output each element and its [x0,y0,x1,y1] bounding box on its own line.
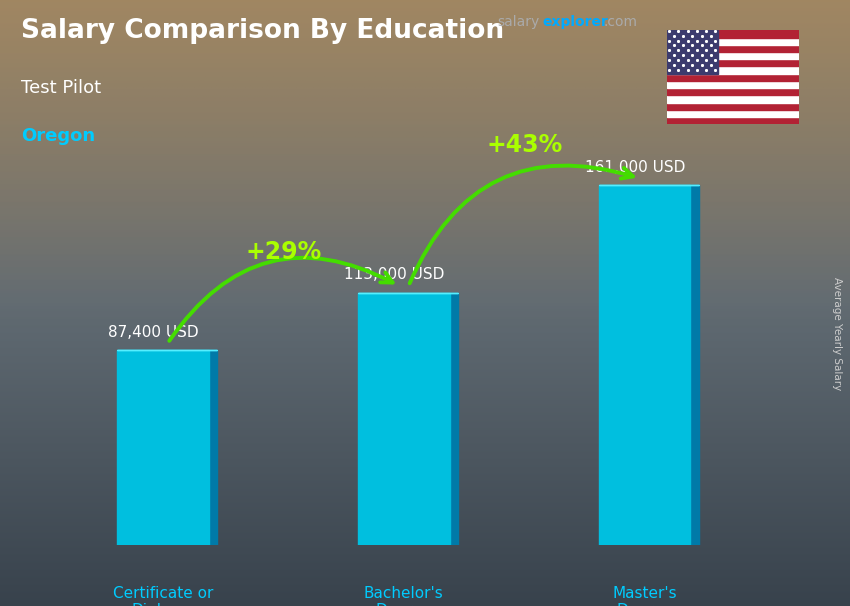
Polygon shape [690,185,699,545]
Bar [667,81,799,88]
Bar [667,67,799,74]
Text: +29%: +29% [245,241,321,264]
Bar [667,30,799,38]
Bar [667,110,799,117]
Text: salary: salary [497,15,540,29]
Bar [667,52,799,59]
Bar [667,88,799,95]
Polygon shape [598,185,690,545]
Text: .com: .com [604,15,638,29]
Polygon shape [208,350,217,545]
Text: Certificate or
Diploma: Certificate or Diploma [113,585,213,606]
Text: Master's
Degree: Master's Degree [612,585,677,606]
Bar [667,38,799,45]
Bar [667,74,799,81]
Text: 87,400 USD: 87,400 USD [109,325,199,340]
Polygon shape [358,293,450,545]
Text: Test Pilot: Test Pilot [21,79,101,97]
Text: Oregon: Oregon [21,127,95,145]
Text: Salary Comparison By Education: Salary Comparison By Education [21,18,504,44]
Text: Bachelor's
Degree: Bachelor's Degree [364,585,444,606]
Text: +43%: +43% [486,133,563,157]
Polygon shape [450,293,458,545]
Text: Average Yearly Salary: Average Yearly Salary [832,277,842,390]
Text: 161,000 USD: 161,000 USD [586,160,686,175]
Bar [667,45,799,52]
Bar [667,30,718,74]
Text: 113,000 USD: 113,000 USD [344,267,445,282]
Polygon shape [117,350,208,545]
Bar [667,95,799,102]
Bar [667,117,799,124]
Text: explorer: explorer [542,15,608,29]
Bar [667,59,799,67]
Bar [667,102,799,110]
